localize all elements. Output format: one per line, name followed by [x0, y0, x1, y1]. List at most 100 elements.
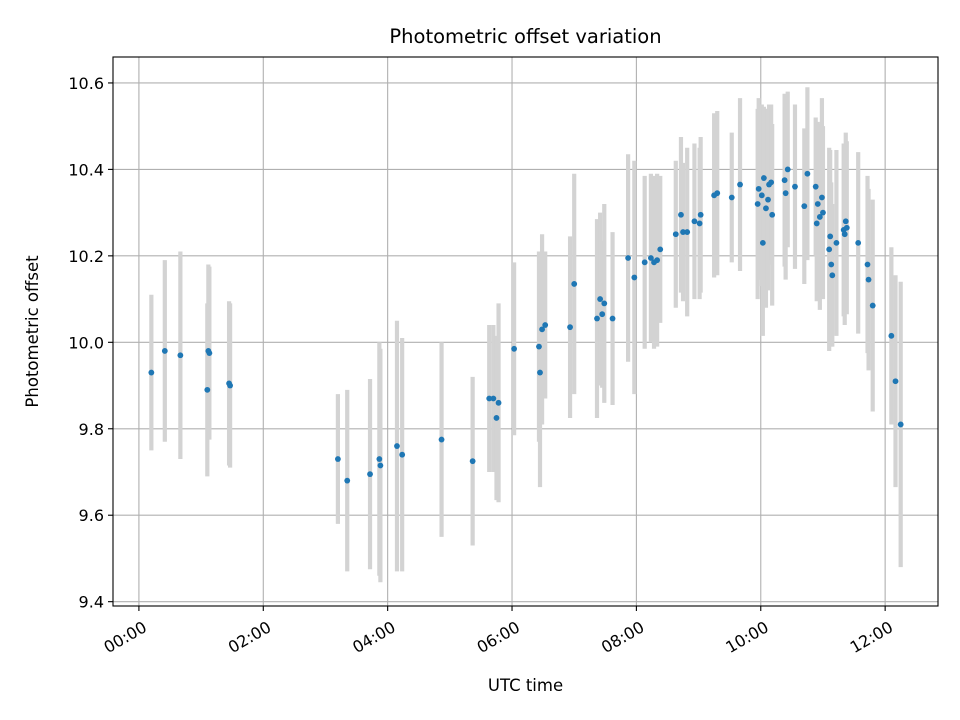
data-point: [641, 259, 648, 266]
data-point: [511, 345, 517, 352]
x-axis-ticks: 00:00 02:00 04:00 06:00 08:00 10:00 12:00: [100, 606, 896, 657]
data-point: [648, 255, 654, 261]
data-point: [696, 220, 703, 227]
y-axis-title: Photometric offset: [23, 255, 42, 408]
x-axis-title: UTC time: [488, 676, 563, 695]
data-point: [539, 326, 545, 333]
data-point: [654, 257, 661, 264]
data-point: [888, 332, 895, 339]
data-point: [678, 211, 684, 218]
data-point: [714, 190, 721, 197]
data-point: [495, 399, 502, 406]
data-point: [784, 166, 791, 173]
y-tick-label: 9.6: [79, 506, 104, 525]
data-point: [399, 451, 406, 458]
y-tick-label: 9.4: [79, 593, 104, 612]
data-point: [759, 239, 766, 246]
data-point: [177, 352, 184, 359]
data-point: [680, 229, 686, 235]
data-point: [597, 296, 604, 302]
data-point: [594, 315, 600, 322]
plot-frame: [112, 56, 939, 607]
data-point: [672, 231, 679, 238]
data-point: [206, 350, 213, 357]
x-tick-label: 12:00: [847, 617, 896, 657]
data-point: [657, 246, 664, 253]
data-point: [599, 311, 606, 318]
data-point: [869, 302, 876, 309]
x-tick-label: 02:00: [225, 617, 274, 657]
data-point: [842, 218, 849, 225]
data-point: [737, 181, 743, 188]
data-point: [763, 205, 769, 212]
data-point: [377, 462, 384, 469]
data-point: [827, 233, 834, 240]
y-tick-label: 10.4: [68, 160, 104, 179]
data-point: [843, 224, 850, 231]
data-point: [758, 192, 765, 199]
data-point: [812, 183, 819, 190]
data-point: [814, 201, 821, 207]
data-point: [493, 415, 500, 421]
data-point: [148, 369, 155, 376]
x-tick-label: 04:00: [349, 617, 398, 657]
data-point: [781, 177, 788, 184]
data-point: [892, 378, 899, 385]
data-point: [728, 194, 735, 201]
data-point: [754, 201, 761, 207]
data-point: [864, 261, 871, 268]
data-point: [813, 220, 820, 227]
data-point: [804, 170, 811, 177]
data-point: [490, 395, 497, 402]
data-point: [697, 211, 704, 218]
data-point: [782, 190, 789, 197]
data-point: [631, 274, 638, 281]
data-point: [438, 436, 445, 443]
data-points: [148, 166, 904, 484]
data-point: [344, 477, 351, 484]
data-point: [768, 179, 775, 186]
y-tick-label: 10.2: [68, 247, 104, 266]
data-point: [833, 239, 840, 246]
x-tick-label: 10:00: [722, 617, 771, 657]
data-point: [542, 322, 549, 328]
data-point: [536, 343, 542, 350]
y-tick-label: 10.0: [68, 333, 104, 352]
x-tick-label: 08:00: [598, 617, 647, 657]
data-point: [801, 203, 808, 210]
data-point: [601, 300, 608, 307]
y-tick-label: 10.6: [68, 74, 104, 93]
data-point: [769, 211, 776, 218]
data-point: [227, 382, 234, 389]
data-point: [571, 281, 578, 287]
data-point: [625, 255, 632, 261]
data-point: [755, 185, 762, 192]
data-point: [792, 183, 798, 190]
data-point: [865, 276, 872, 283]
data-point: [897, 421, 904, 428]
data-point: [469, 458, 476, 465]
data-point: [376, 456, 383, 462]
data-point: [609, 315, 616, 322]
data-point: [335, 456, 341, 462]
data-point: [691, 218, 698, 225]
data-point: [828, 261, 835, 268]
x-tick-label: 00:00: [100, 617, 149, 657]
data-point: [816, 214, 823, 220]
data-point: [567, 324, 573, 331]
data-point: [161, 348, 168, 354]
data-point: [855, 239, 862, 246]
data-point: [820, 209, 826, 216]
data-point: [760, 175, 767, 181]
data-point: [765, 196, 771, 203]
data-point: [829, 272, 836, 279]
data-point: [537, 369, 543, 376]
y-axis-ticks: 9.4 9.6 9.8 10.0 10.2 10.4 10.6: [68, 74, 113, 612]
data-point: [841, 231, 848, 238]
data-point: [204, 386, 211, 393]
y-tick-label: 9.8: [79, 420, 104, 439]
data-point: [394, 443, 400, 449]
data-point: [819, 194, 825, 201]
